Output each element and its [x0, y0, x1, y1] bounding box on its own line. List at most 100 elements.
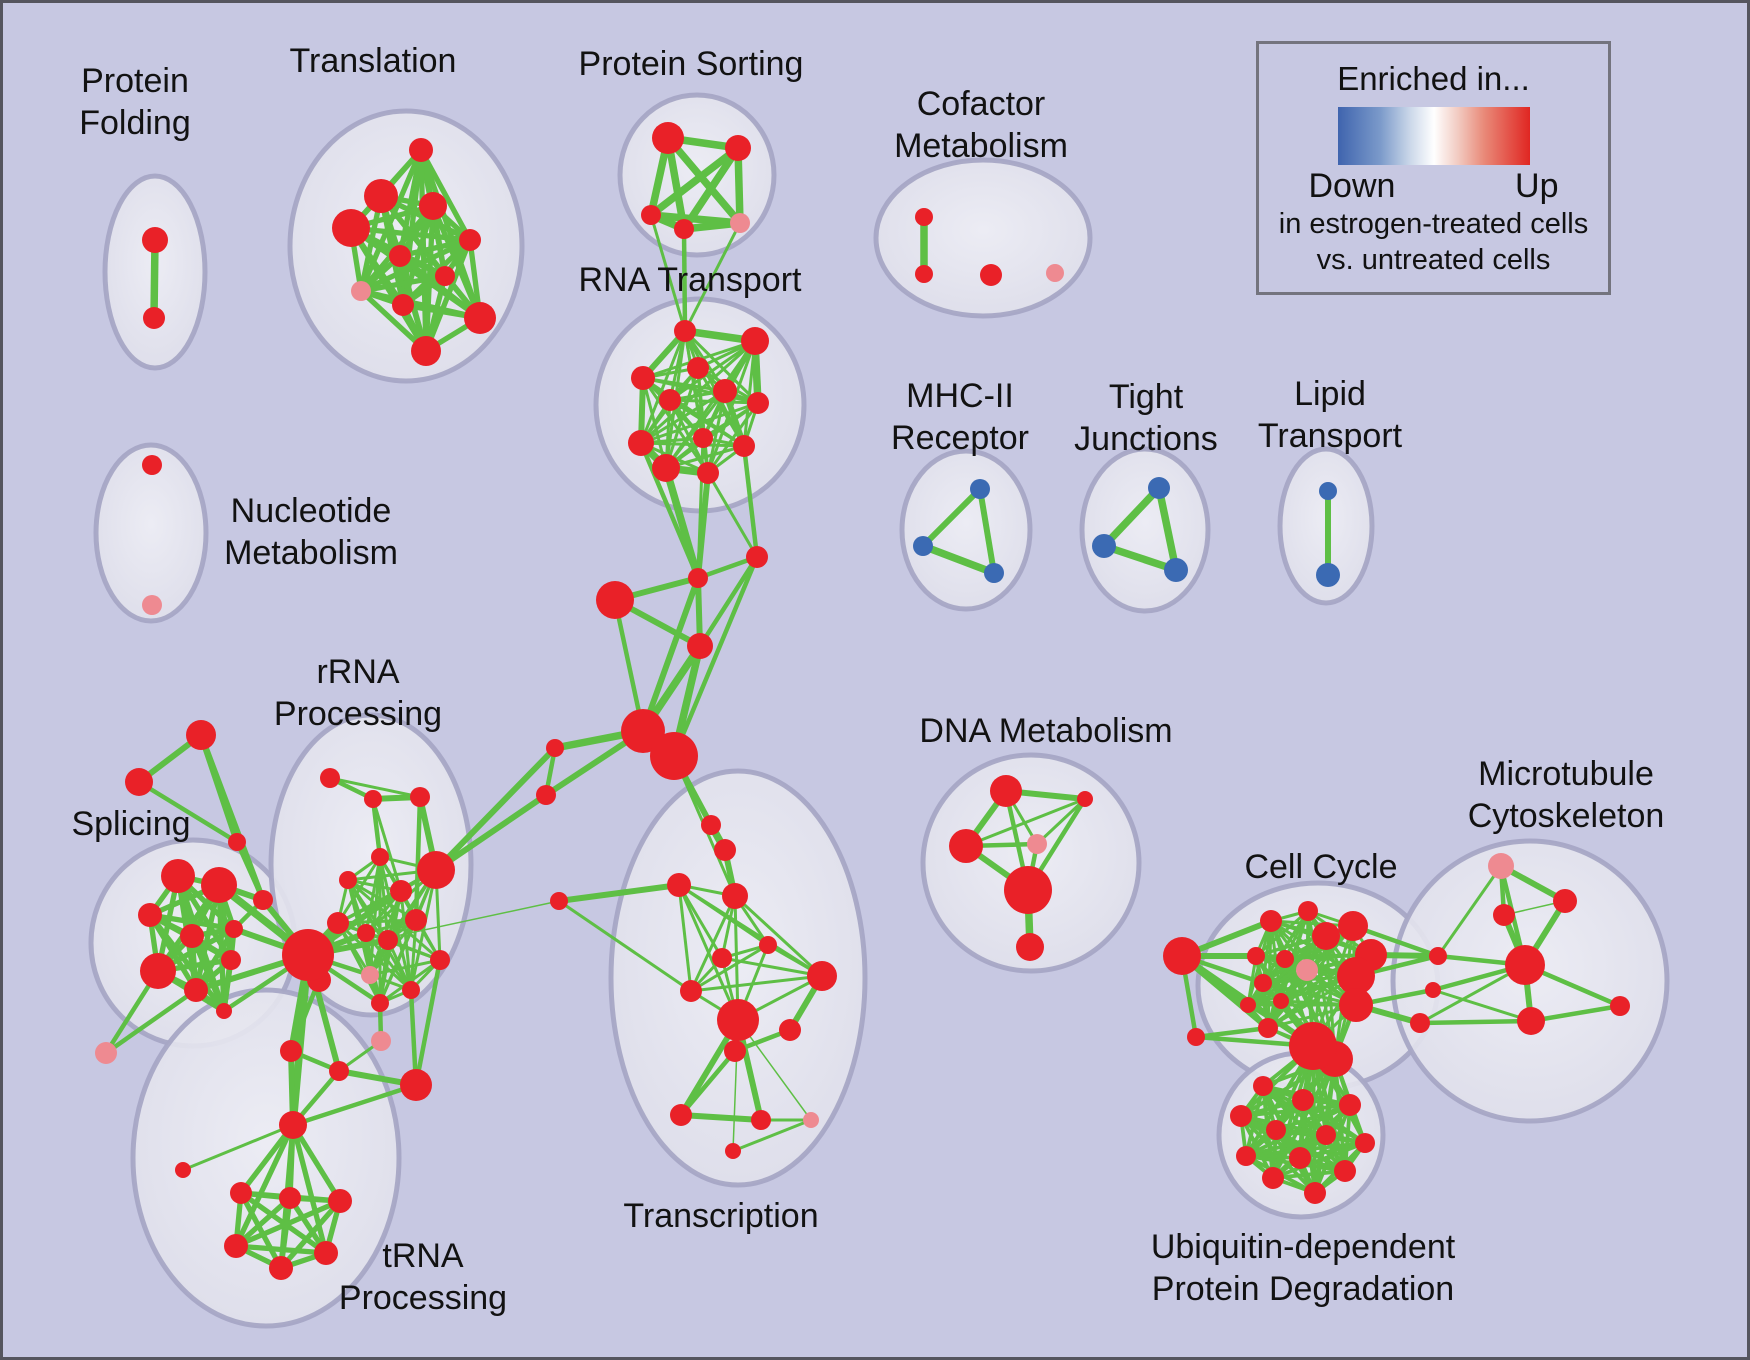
network-node-ch3	[596, 581, 634, 619]
network-edge	[698, 555, 759, 648]
network-node-sp5	[225, 920, 243, 938]
legend-down-label: Down	[1308, 167, 1396, 205]
network-edge	[641, 377, 710, 474]
network-edge	[920, 486, 983, 549]
network-node-tn6	[269, 1256, 293, 1280]
network-node-rt1	[674, 320, 696, 342]
network-node-cc12	[1337, 957, 1375, 995]
network-edge	[234, 1196, 292, 1248]
network-edge	[677, 884, 724, 959]
network-node-sp1	[161, 859, 195, 893]
cluster-label-rna-transport: RNA Transport	[579, 261, 803, 299]
network-edge	[369, 958, 441, 977]
network-node-ch2	[746, 546, 768, 568]
network-node-hubB	[650, 732, 698, 780]
network-node-sp2	[201, 867, 237, 903]
network-edge	[1352, 923, 1439, 959]
network-edge	[413, 959, 443, 1086]
network-node-tn1	[230, 1182, 252, 1204]
legend-up-label: Up	[1515, 167, 1559, 205]
cluster-label-cofactor-metabolism: Cofactor	[917, 85, 1046, 123]
cluster-label-nucleotide-metabolism: Nucleotide	[231, 492, 392, 530]
network-edge	[182, 1123, 294, 1172]
network-node-mc2	[1553, 889, 1577, 913]
network-node-rt8	[693, 428, 713, 448]
network-node-tri1	[186, 720, 216, 750]
network-edge	[1530, 1003, 1621, 1024]
network-node-tj3	[1164, 558, 1188, 582]
network-node-rr2	[364, 790, 382, 808]
network-edge	[690, 974, 823, 993]
network-node-tr4	[722, 883, 748, 909]
network-node-mc5	[1517, 1007, 1545, 1035]
network-node-ps4	[674, 219, 694, 239]
network-node-tl8	[351, 281, 371, 301]
network-node-tl11	[411, 336, 441, 366]
network-node-ub3	[1339, 1094, 1361, 1116]
network-edge	[690, 943, 769, 993]
network-node-sp9	[216, 1003, 232, 1019]
network-node-rr5	[417, 851, 455, 889]
network-edge	[612, 599, 646, 732]
network-node-cc10	[1338, 911, 1368, 941]
network-edge	[288, 979, 322, 1052]
network-node-rr9	[357, 924, 375, 942]
network-node-ps5	[730, 213, 750, 233]
network-edge	[329, 776, 421, 799]
cluster-label-lipid-transport: Lipid	[1294, 375, 1366, 413]
network-edge	[1272, 1169, 1346, 1180]
network-node-tr10	[724, 1040, 746, 1062]
network-edge	[1333, 925, 1355, 1060]
network-node-dm6	[1016, 933, 1044, 961]
network-node-cc4	[1276, 950, 1294, 968]
network-node-tl5	[459, 229, 481, 251]
network-node-cm3	[980, 264, 1002, 286]
network-edge	[689, 895, 737, 992]
cluster-ellipse-tight-junctions	[1079, 446, 1211, 614]
network-node-rt7	[747, 392, 769, 414]
network-edge	[418, 148, 473, 242]
network-node-cc3	[1247, 947, 1265, 965]
network-edge	[706, 472, 759, 558]
network-edge	[290, 1123, 343, 1203]
network-node-ub6	[1316, 1125, 1336, 1145]
network-node-rr6	[339, 871, 357, 889]
network-node-mh3	[984, 563, 1004, 583]
network-edge	[680, 1112, 762, 1123]
network-node-tr6	[712, 948, 732, 968]
network-node-tr5	[759, 936, 777, 954]
network-node-dm4	[1027, 834, 1047, 854]
network-node-dm2	[1077, 791, 1093, 807]
network-node-tl1	[409, 138, 433, 162]
network-node-tl3	[419, 192, 447, 220]
network-edge	[1255, 909, 1309, 958]
network-edge	[1419, 1018, 1532, 1026]
network-node-tn4	[224, 1234, 248, 1258]
network-node-tl4	[332, 209, 370, 247]
network-node-tr11	[779, 1019, 801, 1041]
network-node-rr11	[405, 909, 427, 931]
network-node-rt10	[733, 435, 755, 457]
cluster-label-dna-metabolism: DNA Metabolism	[919, 712, 1172, 750]
network-node-rr12	[361, 966, 379, 984]
network-node-ub11	[1262, 1167, 1284, 1189]
cluster-ellipse-mhc-ii-receptor	[899, 448, 1033, 612]
network-node-ub5	[1266, 1120, 1286, 1140]
cluster-label-trna-processing: Processing	[339, 1279, 507, 1317]
cluster-label-transcription: Transcription	[623, 1197, 818, 1235]
cluster-label-nucleotide-metabolism: Metabolism	[224, 534, 398, 572]
cluster-label-splicing: Splicing	[71, 805, 190, 843]
network-node-tr7	[680, 980, 702, 1002]
cluster-label-ubiquitin-degradation: Protein Degradation	[1152, 1270, 1454, 1308]
network-node-mc4	[1505, 945, 1545, 985]
network-node-lt2	[1316, 563, 1340, 587]
legend-title: Enriched in...	[1337, 60, 1530, 97]
network-edge	[1035, 797, 1087, 846]
network-edge	[640, 401, 759, 445]
network-node-cr3	[1410, 1013, 1430, 1033]
network-node-tn3	[328, 1189, 352, 1213]
network-node-cc6	[1240, 997, 1256, 1013]
network-node-ccs	[1187, 1028, 1205, 1046]
network-node-bt3	[400, 1069, 432, 1101]
